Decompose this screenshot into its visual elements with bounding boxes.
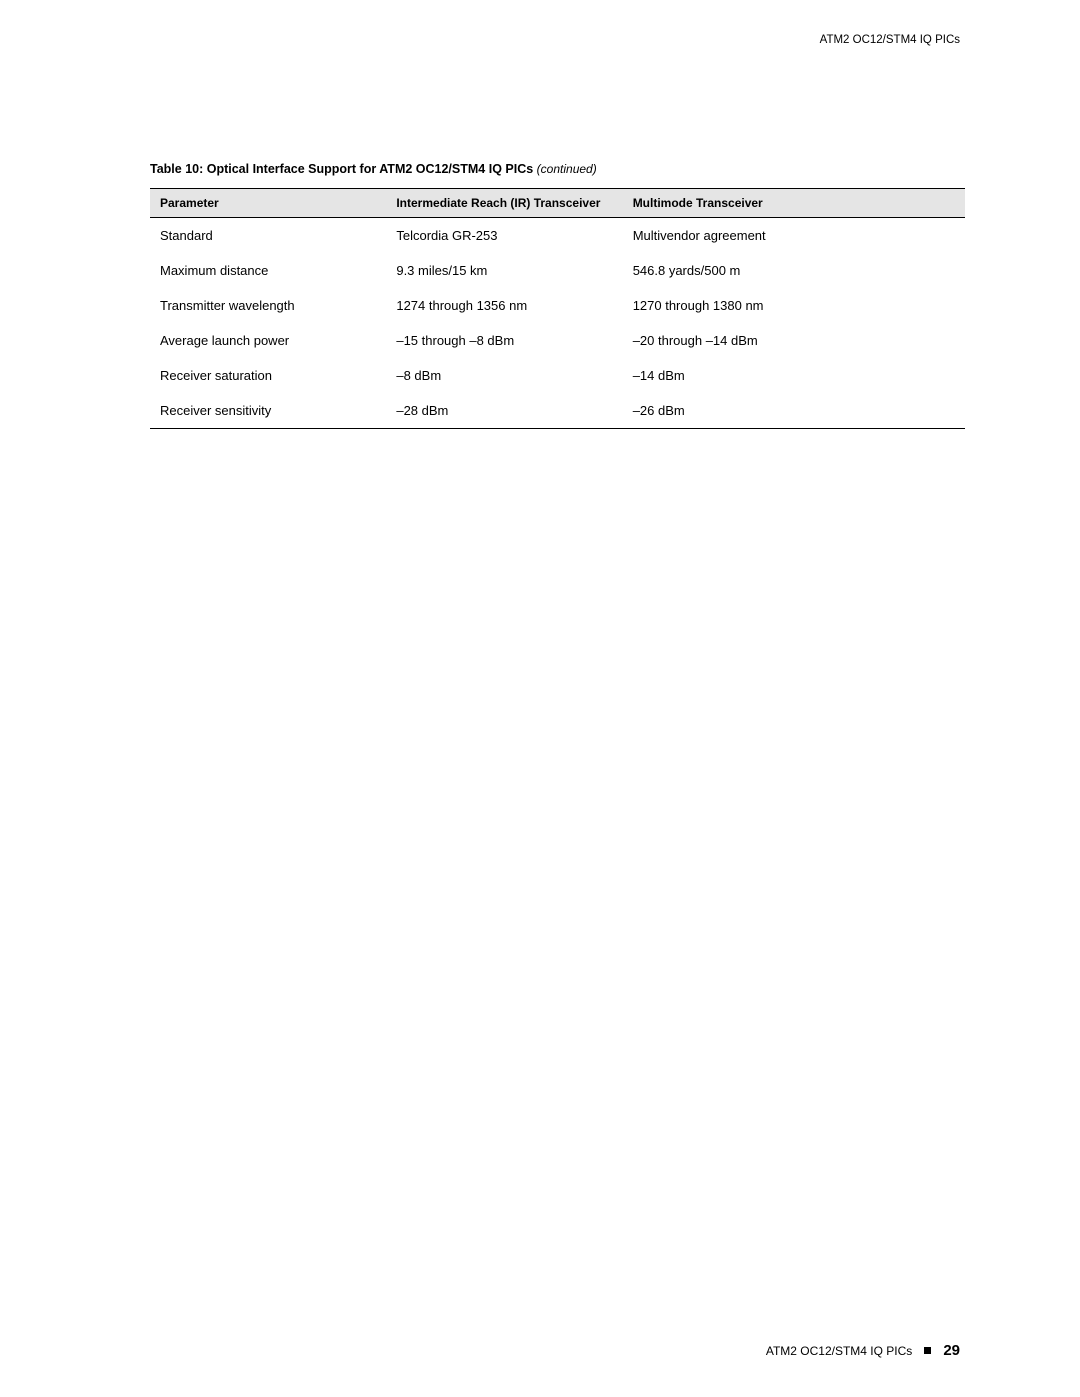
cell-mm: –26 dBm [623, 393, 965, 429]
cell-ir: 9.3 miles/15 km [386, 253, 622, 288]
cell-mm: 546.8 yards/500 m [623, 253, 965, 288]
footer-section-title: ATM2 OC12/STM4 IQ PICs [766, 1344, 912, 1358]
cell-ir: Telcordia GR-253 [386, 218, 622, 254]
page-number: 29 [943, 1342, 960, 1359]
page-footer: ATM2 OC12/STM4 IQ PICs 29 [766, 1342, 960, 1359]
col-header-multimode: Multimode Transceiver [623, 189, 965, 218]
table-row: Average launch power –15 through –8 dBm … [150, 323, 965, 358]
table-row: Receiver sensitivity –28 dBm –26 dBm [150, 393, 965, 429]
cell-param: Standard [150, 218, 386, 254]
table-row: Transmitter wavelength 1274 through 1356… [150, 288, 965, 323]
optical-spec-table: Parameter Intermediate Reach (IR) Transc… [150, 188, 965, 429]
table-caption-continued: (continued) [537, 162, 597, 176]
cell-param: Transmitter wavelength [150, 288, 386, 323]
square-bullet-icon [924, 1347, 931, 1354]
cell-mm: 1270 through 1380 nm [623, 288, 965, 323]
table-row: Receiver saturation –8 dBm –14 dBm [150, 358, 965, 393]
page: ATM2 OC12/STM4 IQ PICs Table 10: Optical… [0, 0, 1080, 1397]
cell-mm: Multivendor agreement [623, 218, 965, 254]
col-header-ir: Intermediate Reach (IR) Transceiver [386, 189, 622, 218]
cell-param: Receiver sensitivity [150, 393, 386, 429]
col-header-parameter: Parameter [150, 189, 386, 218]
cell-ir: 1274 through 1356 nm [386, 288, 622, 323]
cell-param: Receiver saturation [150, 358, 386, 393]
cell-ir: –8 dBm [386, 358, 622, 393]
cell-mm: –14 dBm [623, 358, 965, 393]
cell-ir: –15 through –8 dBm [386, 323, 622, 358]
cell-param: Maximum distance [150, 253, 386, 288]
running-header: ATM2 OC12/STM4 IQ PICs [820, 34, 960, 46]
table-row: Maximum distance 9.3 miles/15 km 546.8 y… [150, 253, 965, 288]
table-row: Standard Telcordia GR-253 Multivendor ag… [150, 218, 965, 254]
table-caption: Table 10: Optical Interface Support for … [150, 162, 965, 176]
cell-param: Average launch power [150, 323, 386, 358]
table-header-row: Parameter Intermediate Reach (IR) Transc… [150, 189, 965, 218]
cell-ir: –28 dBm [386, 393, 622, 429]
table-caption-main: Table 10: Optical Interface Support for … [150, 162, 533, 176]
cell-mm: –20 through –14 dBm [623, 323, 965, 358]
